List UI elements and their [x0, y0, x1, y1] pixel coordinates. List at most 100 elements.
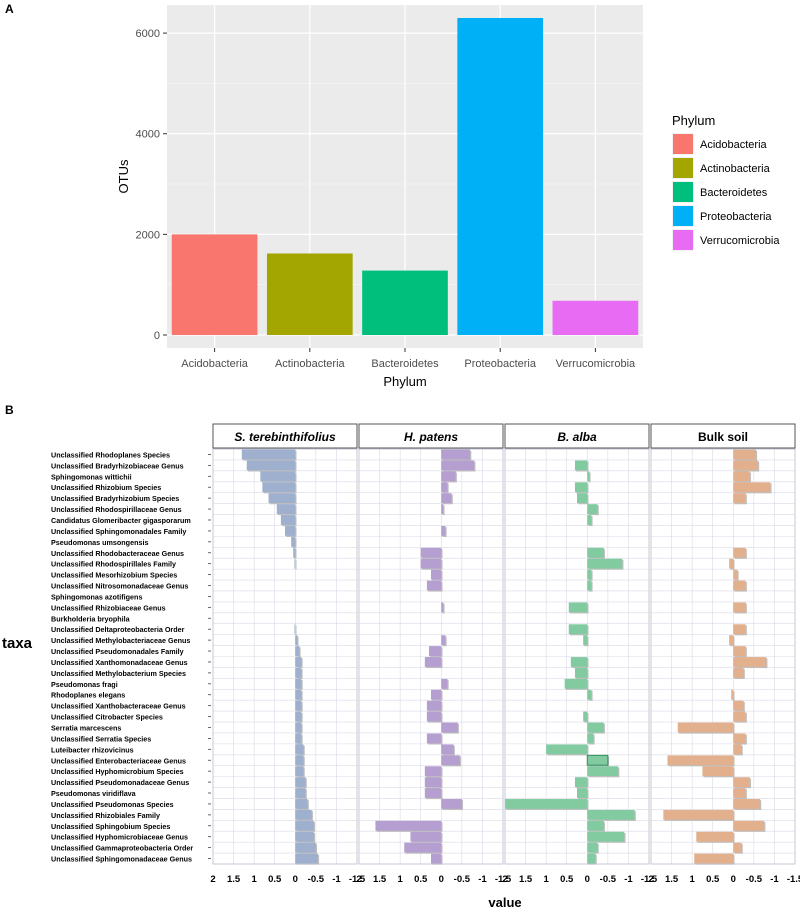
bar-h-patens	[420, 547, 442, 558]
x-tick-label: 1	[543, 874, 549, 885]
bar-h-patens	[431, 689, 442, 700]
bar-shadow	[588, 472, 591, 483]
x-tick-label: -0.5	[308, 874, 325, 885]
bar-bulk-soil	[733, 700, 744, 711]
bar-s-terebinthifolius	[276, 504, 296, 514]
bar-bulk-soil	[667, 755, 734, 766]
taxa-label: Unclassified Pseudomonadales Family	[51, 647, 184, 656]
legend-label-actinobacteria: Actinobacteria	[700, 163, 771, 175]
bar-s-terebinthifolius	[262, 482, 296, 493]
legend-swatch-bacteroidetes	[673, 182, 693, 202]
bar-bulk-soil	[733, 777, 750, 788]
x-tick-label: Actinobacteria	[275, 358, 346, 370]
taxa-label: Unclassified Rhizobiales Family	[51, 811, 160, 820]
legend-title: Phylum	[672, 113, 715, 128]
x-tick-label: 1.5	[519, 874, 533, 885]
bar-b-alba	[587, 820, 604, 831]
facet-strip-b-alba	[504, 423, 650, 449]
bar-s-terebinthifolius	[294, 558, 296, 569]
taxa-label: Sphingomonas azotifigens	[51, 592, 142, 601]
bar-s-terebinthifolius	[280, 515, 296, 525]
bar-s-terebinthifolius	[294, 624, 296, 635]
bar-bulk-soil	[733, 471, 750, 482]
bar-s-terebinthifolius	[295, 700, 302, 711]
bar-bulk-soil	[733, 602, 746, 613]
x-tick-label: Proteobacteria	[464, 358, 536, 370]
bar-shadow	[296, 636, 299, 647]
bar-b-alba	[587, 733, 594, 744]
panel-a-letter: A	[5, 2, 14, 16]
taxa-label: Unclassified Serratia Species	[51, 734, 151, 743]
bar-s-terebinthifolius	[285, 525, 296, 536]
taxa-label: Unclassified Rhodobacteraceae Genus	[51, 549, 184, 558]
bar-s-terebinthifolius	[246, 460, 296, 471]
legend-swatch-verrucomicrobia	[673, 230, 693, 250]
bar-h-patens	[441, 449, 471, 460]
x-tick-label: 0	[439, 874, 444, 885]
bar-b-alba	[587, 766, 619, 777]
x-tick-label: Verrucomicrobia	[556, 358, 636, 370]
bar-h-patens	[375, 820, 442, 831]
bar-bulk-soil	[677, 722, 734, 733]
x-tick-label: -0.5	[454, 874, 471, 885]
bar-shadow	[294, 549, 297, 559]
bar-s-terebinthifolius	[295, 635, 298, 646]
bar-s-terebinthifolius	[295, 777, 306, 788]
taxa-label: Unclassified Hyphomicrobiaceae Genus	[51, 833, 188, 842]
bar-s-terebinthifolius	[295, 689, 302, 700]
bar-b-alba	[568, 602, 588, 613]
bar-s-terebinthifolius	[291, 536, 296, 547]
taxa-label: Unclassified Xanthomonadaceae Genus	[51, 658, 188, 667]
bar-h-patens	[428, 646, 442, 656]
bar-bulk-soil	[733, 547, 746, 558]
taxa-label: Unclassified Enterobacteriaceae Genus	[51, 756, 186, 765]
taxa-label: Unclassified Sphingomonadaceae Genus	[51, 855, 192, 864]
taxa-label: Unclassified Sphingomonadales Family	[51, 527, 186, 536]
bar-bulk-soil	[663, 809, 734, 820]
facet-strip-h-patens	[358, 423, 504, 449]
bar-h-patens	[441, 635, 446, 646]
facet-strip-bulk-soil	[650, 423, 796, 449]
x-tick-label: 0.5	[414, 874, 428, 885]
bar-s-terebinthifolius	[295, 646, 300, 656]
bar-s-terebinthifolius	[295, 766, 304, 777]
x-tick-label: -1	[624, 874, 633, 885]
bar-h-patens	[441, 504, 444, 514]
bar-b-alba	[583, 711, 588, 722]
legend-swatch-acidobacteria	[673, 134, 693, 154]
bar-h-patens	[404, 842, 442, 853]
bar-bulk-soil	[733, 493, 746, 504]
taxa-label: Unclassified Hyphomicrobium Species	[51, 767, 184, 776]
bar-h-patens	[441, 755, 460, 766]
bar-h-patens	[410, 831, 442, 842]
x-tick-label: -1	[332, 874, 341, 885]
bar-shadow	[442, 505, 445, 516]
bar-h-patens	[441, 482, 448, 493]
bar-s-terebinthifolius	[295, 820, 314, 831]
bar-shadow	[732, 691, 735, 701]
taxa-label: Unclassified Mesorhizobium Species	[51, 571, 177, 580]
taxa-label: Rhodoplanes elegans	[51, 691, 125, 700]
legend-label-proteobacteria: Proteobacteria	[700, 211, 772, 223]
bar-s-terebinthifolius	[295, 853, 318, 864]
bar-b-alba	[587, 504, 598, 514]
taxa-label: Unclassified Methylobacteriaceae Genus	[51, 636, 190, 645]
bar-b-alba	[587, 558, 623, 569]
bar-bulk-soil	[733, 788, 746, 798]
bar-actinobacteria	[266, 253, 353, 335]
panel-b-letter: B	[5, 403, 14, 417]
bar-h-patens	[441, 602, 444, 613]
bar-bulk-soil	[733, 820, 765, 831]
bar-bulk-soil	[733, 624, 746, 635]
taxa-label: Unclassified Bradyrhizobium Species	[51, 494, 179, 503]
bar-bulk-soil	[733, 569, 738, 580]
facet-panel-border	[358, 448, 504, 865]
x-tick-label: Acidobacteria	[181, 358, 249, 370]
bar-bulk-soil	[729, 635, 734, 646]
bar-s-terebinthifolius	[295, 799, 308, 809]
taxa-label: Pseudomonas viridiflava	[51, 789, 137, 798]
x-tick-label: 2	[648, 874, 653, 885]
taxa-label: Unclassified Deltaproteobacteria Order	[51, 625, 185, 634]
bar-bacteroidetes	[362, 270, 448, 335]
bar-s-terebinthifolius	[295, 678, 302, 689]
